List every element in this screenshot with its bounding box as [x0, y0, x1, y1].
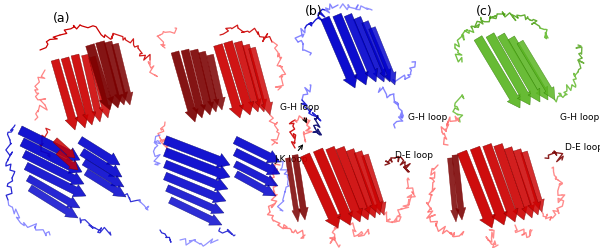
Text: D-E loop: D-E loop — [395, 151, 433, 159]
Text: D-E loop: D-E loop — [565, 144, 600, 153]
Polygon shape — [483, 143, 518, 222]
Polygon shape — [248, 47, 272, 115]
Polygon shape — [448, 158, 459, 222]
Polygon shape — [336, 146, 371, 220]
Polygon shape — [474, 36, 520, 108]
Text: (b): (b) — [305, 5, 323, 18]
Text: G-H loop: G-H loop — [560, 114, 599, 123]
Polygon shape — [56, 150, 78, 170]
Polygon shape — [313, 148, 353, 225]
Text: (c): (c) — [476, 5, 493, 18]
Polygon shape — [51, 59, 78, 130]
Polygon shape — [344, 13, 377, 82]
Polygon shape — [233, 136, 280, 163]
Polygon shape — [224, 41, 254, 115]
Polygon shape — [78, 137, 120, 165]
Polygon shape — [457, 150, 496, 228]
Polygon shape — [326, 146, 362, 222]
Polygon shape — [61, 57, 88, 128]
Polygon shape — [206, 54, 225, 110]
Polygon shape — [164, 160, 228, 191]
Polygon shape — [521, 151, 544, 212]
Text: (a): (a) — [53, 12, 71, 25]
Polygon shape — [89, 56, 111, 118]
Polygon shape — [104, 41, 128, 105]
Polygon shape — [163, 136, 230, 168]
Polygon shape — [71, 54, 96, 125]
Polygon shape — [169, 197, 222, 225]
Polygon shape — [214, 44, 244, 118]
Polygon shape — [508, 36, 548, 100]
Polygon shape — [20, 138, 82, 173]
Polygon shape — [53, 138, 75, 158]
Polygon shape — [452, 155, 466, 220]
Polygon shape — [190, 49, 214, 115]
Polygon shape — [28, 185, 78, 218]
Polygon shape — [486, 33, 530, 105]
Polygon shape — [181, 49, 206, 118]
Polygon shape — [346, 149, 377, 218]
Polygon shape — [163, 172, 226, 203]
Polygon shape — [84, 169, 126, 197]
Polygon shape — [504, 147, 535, 218]
Polygon shape — [22, 151, 84, 185]
Polygon shape — [80, 149, 122, 177]
Polygon shape — [321, 16, 358, 88]
Polygon shape — [517, 40, 555, 100]
Polygon shape — [235, 171, 276, 196]
Polygon shape — [171, 51, 198, 122]
Text: J-K loop: J-K loop — [274, 145, 308, 164]
Polygon shape — [354, 151, 382, 215]
Polygon shape — [470, 146, 508, 225]
Polygon shape — [497, 33, 540, 102]
Polygon shape — [86, 44, 114, 110]
Polygon shape — [199, 51, 219, 112]
Text: G-H loop: G-H loop — [408, 114, 447, 123]
Polygon shape — [24, 162, 86, 197]
Polygon shape — [95, 41, 122, 108]
Polygon shape — [18, 126, 80, 161]
Polygon shape — [242, 44, 266, 112]
Polygon shape — [233, 148, 280, 175]
Text: G-H loop: G-H loop — [280, 103, 319, 122]
Polygon shape — [234, 41, 261, 112]
Polygon shape — [82, 54, 103, 122]
Polygon shape — [301, 153, 341, 228]
Polygon shape — [233, 161, 278, 186]
Polygon shape — [286, 158, 301, 222]
Polygon shape — [369, 27, 396, 85]
Polygon shape — [166, 185, 224, 214]
Polygon shape — [513, 149, 541, 215]
Polygon shape — [362, 154, 386, 215]
Polygon shape — [362, 21, 391, 82]
Polygon shape — [26, 175, 80, 208]
Polygon shape — [82, 159, 124, 187]
Polygon shape — [333, 13, 368, 85]
Polygon shape — [292, 155, 308, 220]
Polygon shape — [112, 43, 133, 105]
Polygon shape — [163, 148, 230, 180]
Polygon shape — [353, 16, 386, 82]
Polygon shape — [494, 144, 527, 220]
